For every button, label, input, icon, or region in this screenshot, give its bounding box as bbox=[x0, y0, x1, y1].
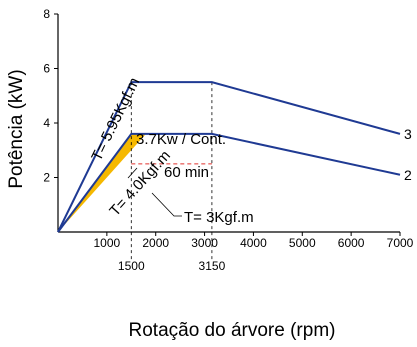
plot-area: 2 4 6 8 1000 2000 3000 4000 5000 6000 7000 1500 3150… bbox=[43, 7, 413, 273]
annotation-cont: 3.7Kw / Cont. bbox=[136, 131, 226, 148]
y-tick-label-8: 8 bbox=[43, 7, 50, 21]
annotation-60min: 60 min bbox=[164, 164, 209, 181]
leader-t3 bbox=[151, 192, 182, 217]
x-axis-title: Rotação do árvore (rpm) bbox=[129, 320, 336, 341]
series-end-label-2: 2 bbox=[404, 167, 412, 183]
x-tick-label-4000: 4000 bbox=[240, 236, 267, 250]
y-axis-title-group: Potência (kW) bbox=[6, 69, 27, 188]
series-line-2 bbox=[57, 132, 401, 233]
y-tick-label-4: 4 bbox=[43, 116, 50, 130]
series-end-label-3: 3 bbox=[404, 126, 412, 142]
x-tick-label-5000: 5000 bbox=[289, 236, 316, 250]
x-tick-label-6000: 6000 bbox=[338, 236, 365, 250]
x-tick-label-3000: 3000 bbox=[191, 236, 218, 250]
annotation-t595: T= 5.95Kgf.m bbox=[88, 75, 143, 164]
x-extra-tick-label-3150: 3150 bbox=[199, 259, 226, 273]
x-tick-label-2000: 2000 bbox=[142, 236, 169, 250]
x-tick-label-7000: 7000 bbox=[387, 236, 414, 250]
annotation-t3: T= 3Kgf.m bbox=[184, 209, 254, 226]
x-extra-tick-label-1500: 1500 bbox=[118, 259, 145, 273]
shaded-60min-region bbox=[58, 133, 146, 232]
y-axis-title: Potência (kW) bbox=[6, 69, 27, 188]
y-tick-label-6: 6 bbox=[43, 62, 50, 76]
y-tick-label-2: 2 bbox=[43, 171, 50, 185]
leader-60min bbox=[127, 167, 138, 179]
series-line-1 bbox=[57, 81, 401, 233]
x-tick-label-1000: 1000 bbox=[94, 236, 121, 250]
